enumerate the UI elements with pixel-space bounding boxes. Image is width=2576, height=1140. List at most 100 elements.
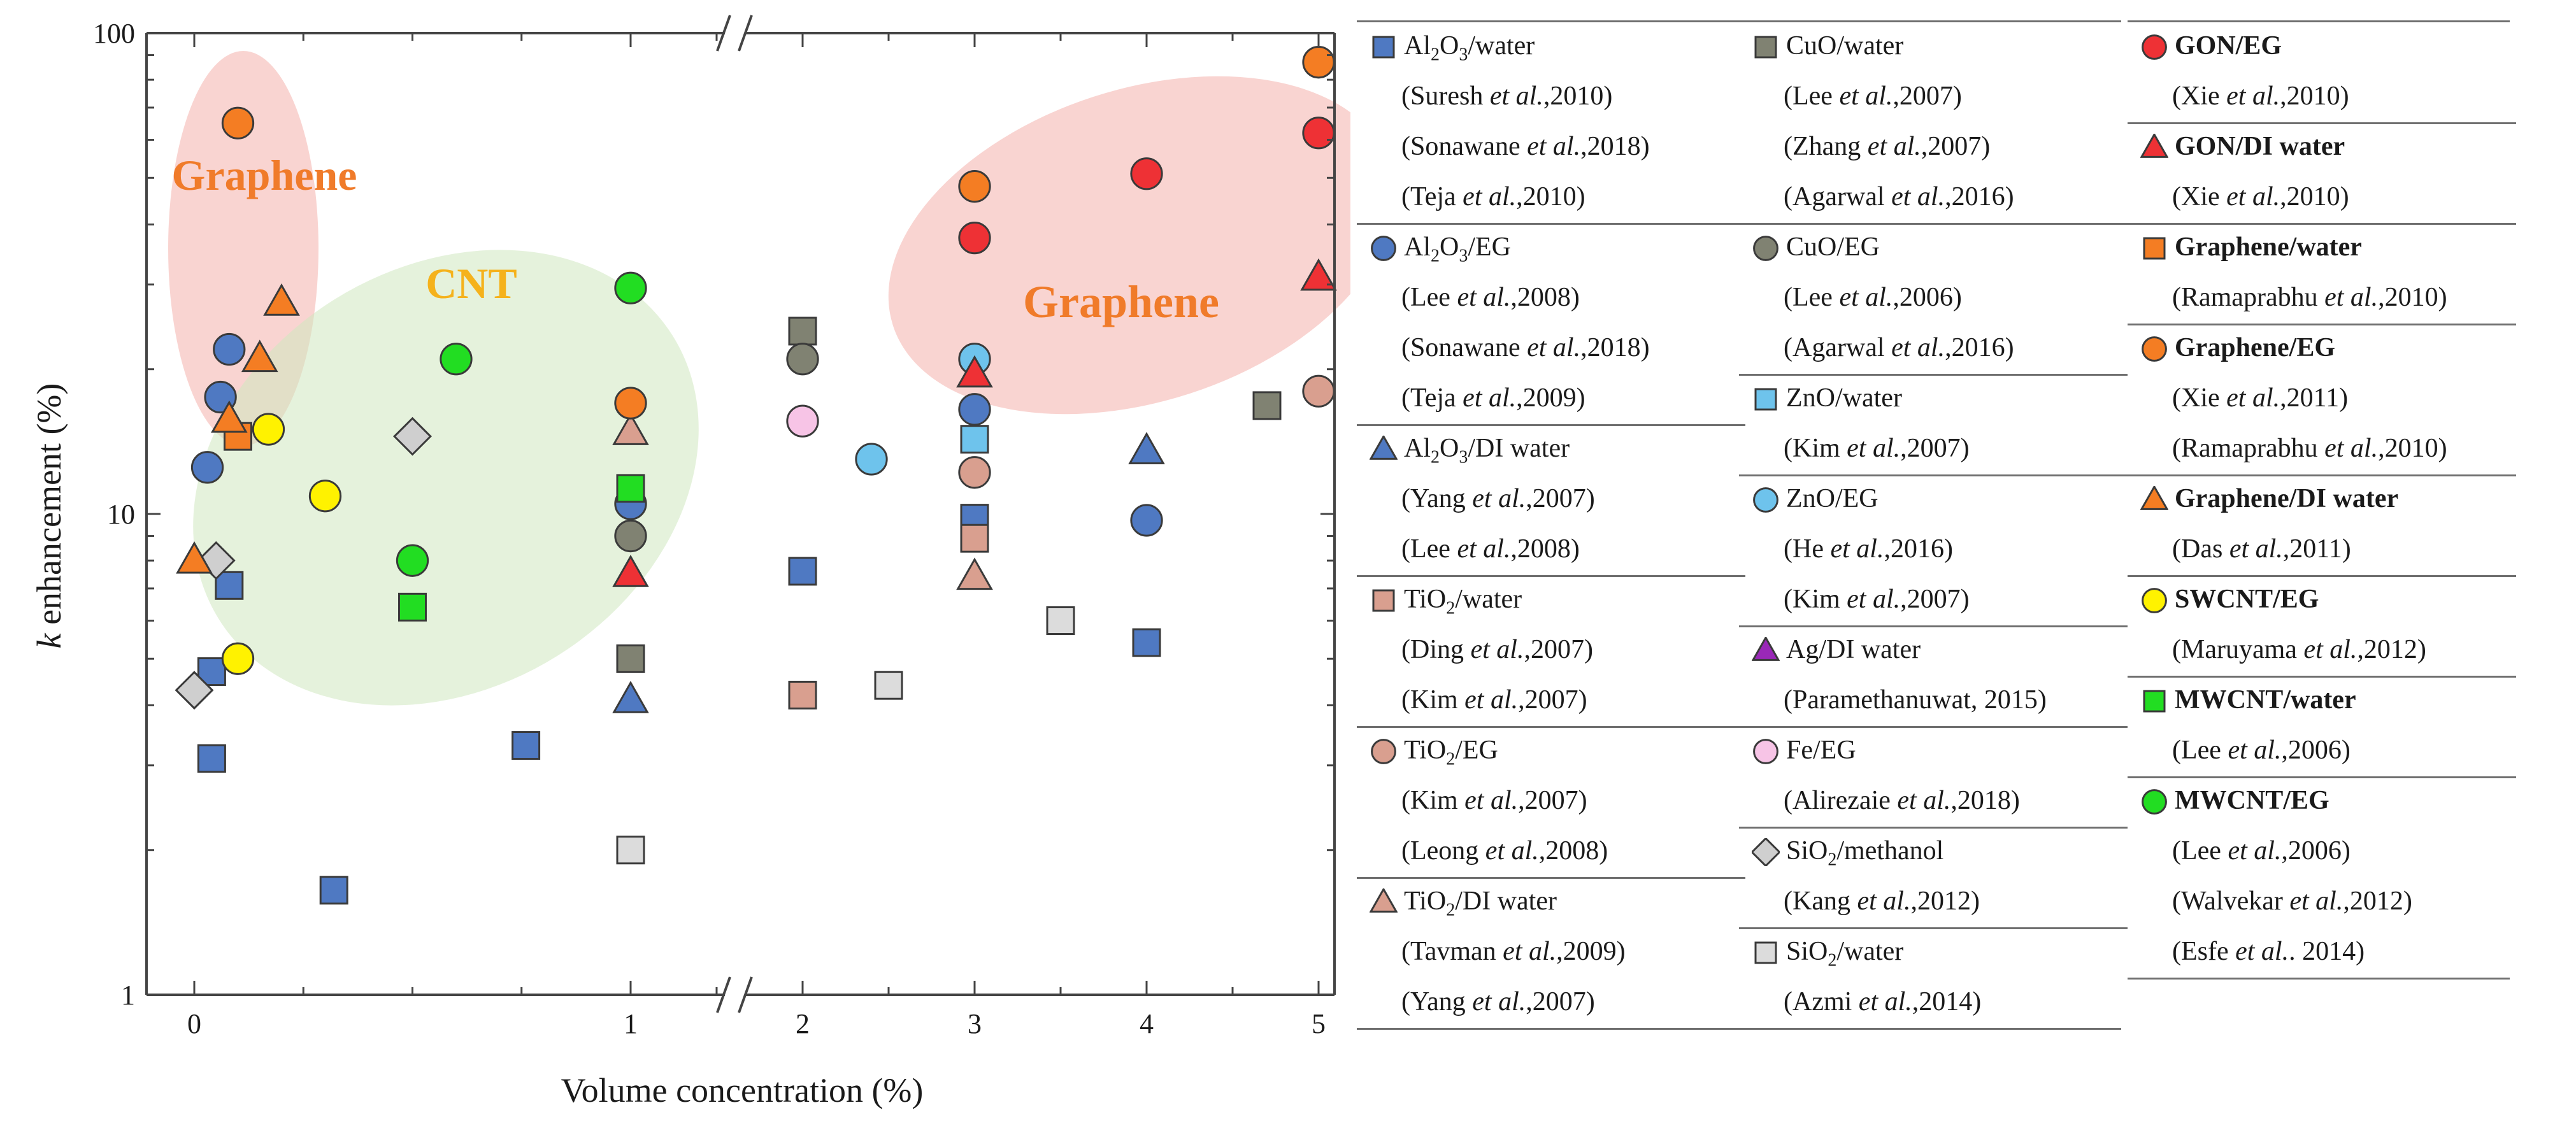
point-cuo-water-2	[788, 317, 817, 346]
legend-entry-fe-eg: Fe/EG	[1739, 726, 2128, 774]
legend-label: MWCNT/water	[2175, 685, 2356, 715]
legend-reference: (Leong et al.,2008)	[1357, 830, 1745, 875]
legend-divider	[1357, 877, 1745, 879]
legend-marker-circle-icon	[1753, 487, 1778, 513]
y-tick-label-100: 100	[93, 18, 135, 49]
legend-marker-square-icon	[1372, 36, 1395, 59]
point-cuo-eg-2	[786, 343, 819, 376]
legend-reference: (Ding et al.,2007)	[1357, 629, 1745, 674]
point-al2o3-water-5	[512, 731, 541, 760]
legend-entry-cuo-water: CuO/water	[1739, 25, 2128, 70]
legend-reference: (Azmi et al.,2014)	[1739, 981, 2128, 1026]
legend-divider	[1739, 927, 2128, 929]
legend-reference: (Teja et al.,2010)	[1357, 176, 1745, 221]
legend-citation: (Lee et al.,2008)	[1401, 534, 1580, 564]
point-graphene-di-water-3	[241, 339, 278, 373]
legend-label: Al2O3/EG	[1404, 232, 1511, 266]
legend-citation: (Ramaprabhu et al.,2010)	[2172, 434, 2447, 463]
legend-reference: (Xie et al.,2010)	[2128, 176, 2516, 221]
legend-divider	[1739, 625, 2128, 627]
point-gon-eg-2	[1130, 157, 1163, 190]
point-graphene-di-water-4	[263, 283, 300, 316]
point-mwcnt-water-1	[398, 592, 427, 622]
legend-label: ZnO/water	[1786, 383, 1902, 413]
legend-entry-al-water: Al2O3/water	[1357, 25, 1745, 70]
legend-reference: (Suresh et al.,2010)	[1357, 76, 1745, 120]
legend-label: Fe/EG	[1786, 736, 1856, 765]
legend-label: ZnO/EG	[1786, 484, 1878, 513]
legend-reference: (Zhang et al.,2007)	[1739, 126, 2128, 171]
point-graphene-di-water-1	[176, 541, 213, 574]
legend-entry-cuo-eg: CuO/EG	[1739, 223, 2128, 271]
legend-marker-triangle-icon	[2140, 134, 2168, 158]
legend-entry-zno-eg: ZnO/EG	[1739, 474, 2128, 523]
legend-reference: (Lee et al.,2008)	[1357, 277, 1745, 322]
point-al2o3-water-3	[215, 571, 244, 600]
legend-citation: (Lee et al.,2006)	[1784, 283, 1962, 312]
point-cuo-eg-1	[614, 519, 647, 553]
legend-reference: (Kim et al.,2007)	[1357, 680, 1745, 724]
legend-citation: (Ding et al.,2007)	[1401, 635, 1593, 664]
point-zno-eg-1	[855, 443, 888, 476]
point-al2o3-eg-1	[190, 451, 224, 484]
point-graphene-eg-2	[614, 387, 647, 420]
legend-label: Graphene/EG	[2175, 333, 2336, 362]
legend-marker-square-icon	[1754, 36, 1777, 59]
legend-reference: (Walvekar et al.,2012)	[2128, 881, 2516, 925]
legend-citation: (Sonawane et al.,2018)	[1401, 333, 1650, 362]
x-axis-title: Volume concentration (%)	[561, 1071, 924, 1109]
point-swcnt-eg-2	[252, 413, 285, 446]
point-sio2-water-3	[1046, 606, 1075, 635]
point-gon-eg-3	[1302, 117, 1335, 150]
legend-reference: (Lee et al.,2006)	[2128, 830, 2516, 875]
legend-marker-square-icon	[2143, 237, 2166, 260]
region-label-graphene-3: Graphene	[1023, 276, 1219, 327]
point-tio2-eg-1	[958, 456, 991, 489]
axes	[145, 14, 1336, 1014]
point-tio2-water-1	[788, 680, 817, 709]
series-sio2-water	[616, 606, 1075, 865]
point-sio2-water-1	[616, 836, 645, 865]
legend-reference: (Kim et al.,2007)	[1739, 579, 2128, 623]
legend-reference: (He et al.,2016)	[1739, 529, 2128, 573]
point-al2o3-water-2	[197, 744, 226, 773]
region-label-cnt-2: CNT	[426, 259, 517, 308]
legend-entry-mwcnt-eg: MWCNT/EG	[2128, 776, 2516, 825]
legend-reference: (Kim et al.,2007)	[1739, 428, 2128, 473]
point-tio2-water-2	[960, 524, 989, 553]
legend: Al2O3/water (Suresh et al.,2010) (Sonawane…	[1357, 20, 2570, 1044]
legend-label: CuO/water	[1786, 31, 1904, 61]
region-cnt-2	[193, 250, 699, 706]
series-cuo-eg	[614, 343, 819, 553]
point-graphene-eg-1	[221, 106, 255, 139]
legend-divider	[1739, 827, 2128, 829]
legend-citation: (Lee et al.,2006)	[2172, 836, 2351, 866]
legend-citation: (Ramaprabhu et al.,2010)	[2172, 283, 2447, 312]
legend-label: TiO2/water	[1404, 585, 1522, 618]
point-mwcnt-water-2	[616, 474, 645, 503]
legend-label: Ag/DI water	[1786, 635, 1921, 664]
legend-divider	[1739, 726, 2128, 728]
legend-citation: (Kang et al.,2012)	[1784, 887, 1980, 916]
legend-citation: (Teja et al.,2010)	[1401, 182, 1585, 211]
legend-divider	[2128, 20, 2510, 22]
legend-divider	[1739, 223, 2128, 225]
legend-label: MWCNT/EG	[2175, 786, 2329, 815]
series-al2o3-di-water	[612, 432, 1165, 713]
point-graphene-di-water-2	[210, 400, 248, 433]
legend-marker-circle-icon	[2142, 34, 2167, 60]
legend-entry-graphene-water: Graphene/water	[2128, 223, 2516, 271]
legend-reference: (Xie et al.,2011)	[2128, 378, 2516, 422]
legend-divider	[2128, 122, 2516, 124]
legend-marker-circle-icon	[1371, 739, 1396, 764]
legend-marker-circle-icon	[1753, 739, 1778, 764]
legend-divider	[2128, 474, 2516, 476]
y-axis-title: k enhancement (%)	[30, 383, 68, 649]
data-points	[175, 46, 1337, 905]
legend-marker-diamond-icon	[1752, 838, 1780, 866]
legend-reference: (Kang et al.,2012)	[1739, 881, 2128, 925]
x-tick-label-0: 0	[187, 1008, 201, 1039]
axis-break-top	[716, 14, 753, 52]
legend-divider	[1357, 1028, 1739, 1030]
legend-entry-zno-water: ZnO/water	[1739, 374, 2128, 422]
